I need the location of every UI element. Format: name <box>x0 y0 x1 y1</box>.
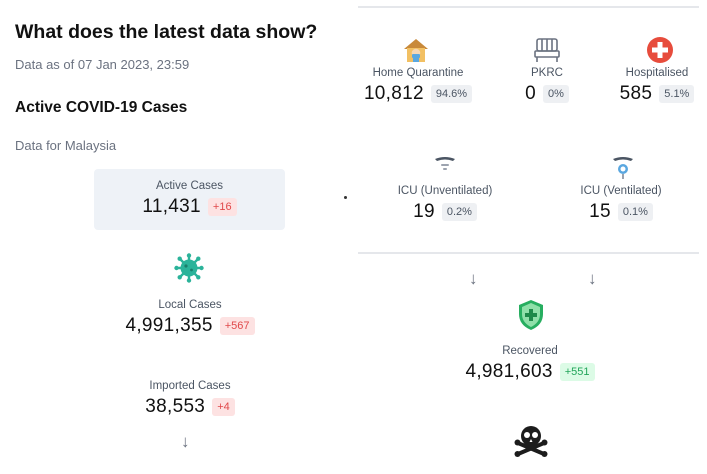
pkrc-label: PKRC <box>531 67 563 79</box>
home-quarantine-pct: 94.6% <box>430 85 473 103</box>
icu-ventilated-icon <box>611 155 635 186</box>
icu-ventilated-pct: 0.1% <box>617 203 653 221</box>
icu-unventilated-icon <box>433 155 457 178</box>
hospitalised-pct: 5.1% <box>659 85 695 103</box>
home-quarantine-value: 10,812 <box>363 83 424 104</box>
virus-icon <box>174 253 204 288</box>
icu-ventilated-value: 15 <box>589 201 611 222</box>
icu-unventilated-value: 19 <box>413 201 435 222</box>
house-mask-icon <box>402 36 430 69</box>
bed-icon <box>533 36 561 69</box>
local-cases-value: 4,991,355 <box>125 315 213 336</box>
pkrc-stat: PKRC 0 0% <box>497 67 597 105</box>
icu-unventilated-pct: 0.2% <box>441 203 477 221</box>
imported-cases-value: 38,553 <box>145 396 206 417</box>
hospitalised-stat: Hospitalised 585 5.1% <box>607 67 707 105</box>
skull-crossbones-icon <box>514 423 548 462</box>
shield-plus-icon <box>517 299 545 336</box>
local-cases-stat: Local Cases 4,991,355 +567 <box>90 299 290 337</box>
active-cases-label: Active Cases <box>155 180 224 192</box>
icu-ventilated-stat: ICU (Ventilated) 15 0.1% <box>551 185 691 223</box>
bottom-divider <box>358 252 699 254</box>
home-quarantine-stat: Home Quarantine 10,812 94.6% <box>355 67 481 105</box>
recovered-value: 4,981,603 <box>465 361 553 382</box>
home-quarantine-label: Home Quarantine <box>372 67 464 79</box>
section-title: Active COVID-19 Cases <box>15 99 188 116</box>
top-divider <box>358 6 699 8</box>
data-timestamp: Data as of 07 Jan 2023, 23:59 <box>15 57 190 72</box>
hospitalised-label: Hospitalised <box>625 67 689 79</box>
country-label: Data for Malaysia <box>15 138 117 153</box>
imported-cases-label: Imported Cases <box>149 380 231 392</box>
recovered-label: Recovered <box>502 345 558 357</box>
active-cases-delta: +16 <box>207 198 237 216</box>
left-panel: What does the latest data show? Data as … <box>0 0 350 474</box>
imported-cases-stat: Imported Cases 38,553 +4 <box>90 380 290 418</box>
active-cases-stat: Active Cases 11,431 +16 <box>94 180 285 218</box>
arrow-down-icon: ↓ <box>469 269 478 288</box>
page-title: What does the latest data show? <box>15 21 318 43</box>
pkrc-value: 0 <box>525 83 536 104</box>
arrow-down-icon: ↓ <box>181 432 190 451</box>
local-cases-delta: +567 <box>219 317 255 335</box>
local-cases-label: Local Cases <box>158 299 222 311</box>
right-panel: Home Quarantine 10,812 94.6% PKRC 0 0% <box>355 0 707 474</box>
active-cases-value: 11,431 <box>142 196 201 217</box>
medical-cross-icon <box>646 36 674 69</box>
icu-unventilated-label: ICU (Unventilated) <box>397 185 493 197</box>
arrow-down-icon: ↓ <box>588 269 597 288</box>
hospitalised-value: 585 <box>619 83 653 104</box>
pkrc-pct: 0% <box>542 85 569 103</box>
recovered-delta: +551 <box>559 363 595 381</box>
separator-dot <box>344 196 347 199</box>
imported-cases-delta: +4 <box>212 398 235 416</box>
icu-unventilated-stat: ICU (Unventilated) 19 0.2% <box>375 185 515 223</box>
icu-ventilated-label: ICU (Ventilated) <box>580 185 662 197</box>
recovered-stat: Recovered 4,981,603 +551 <box>445 345 615 383</box>
active-cases-card <box>94 169 285 230</box>
